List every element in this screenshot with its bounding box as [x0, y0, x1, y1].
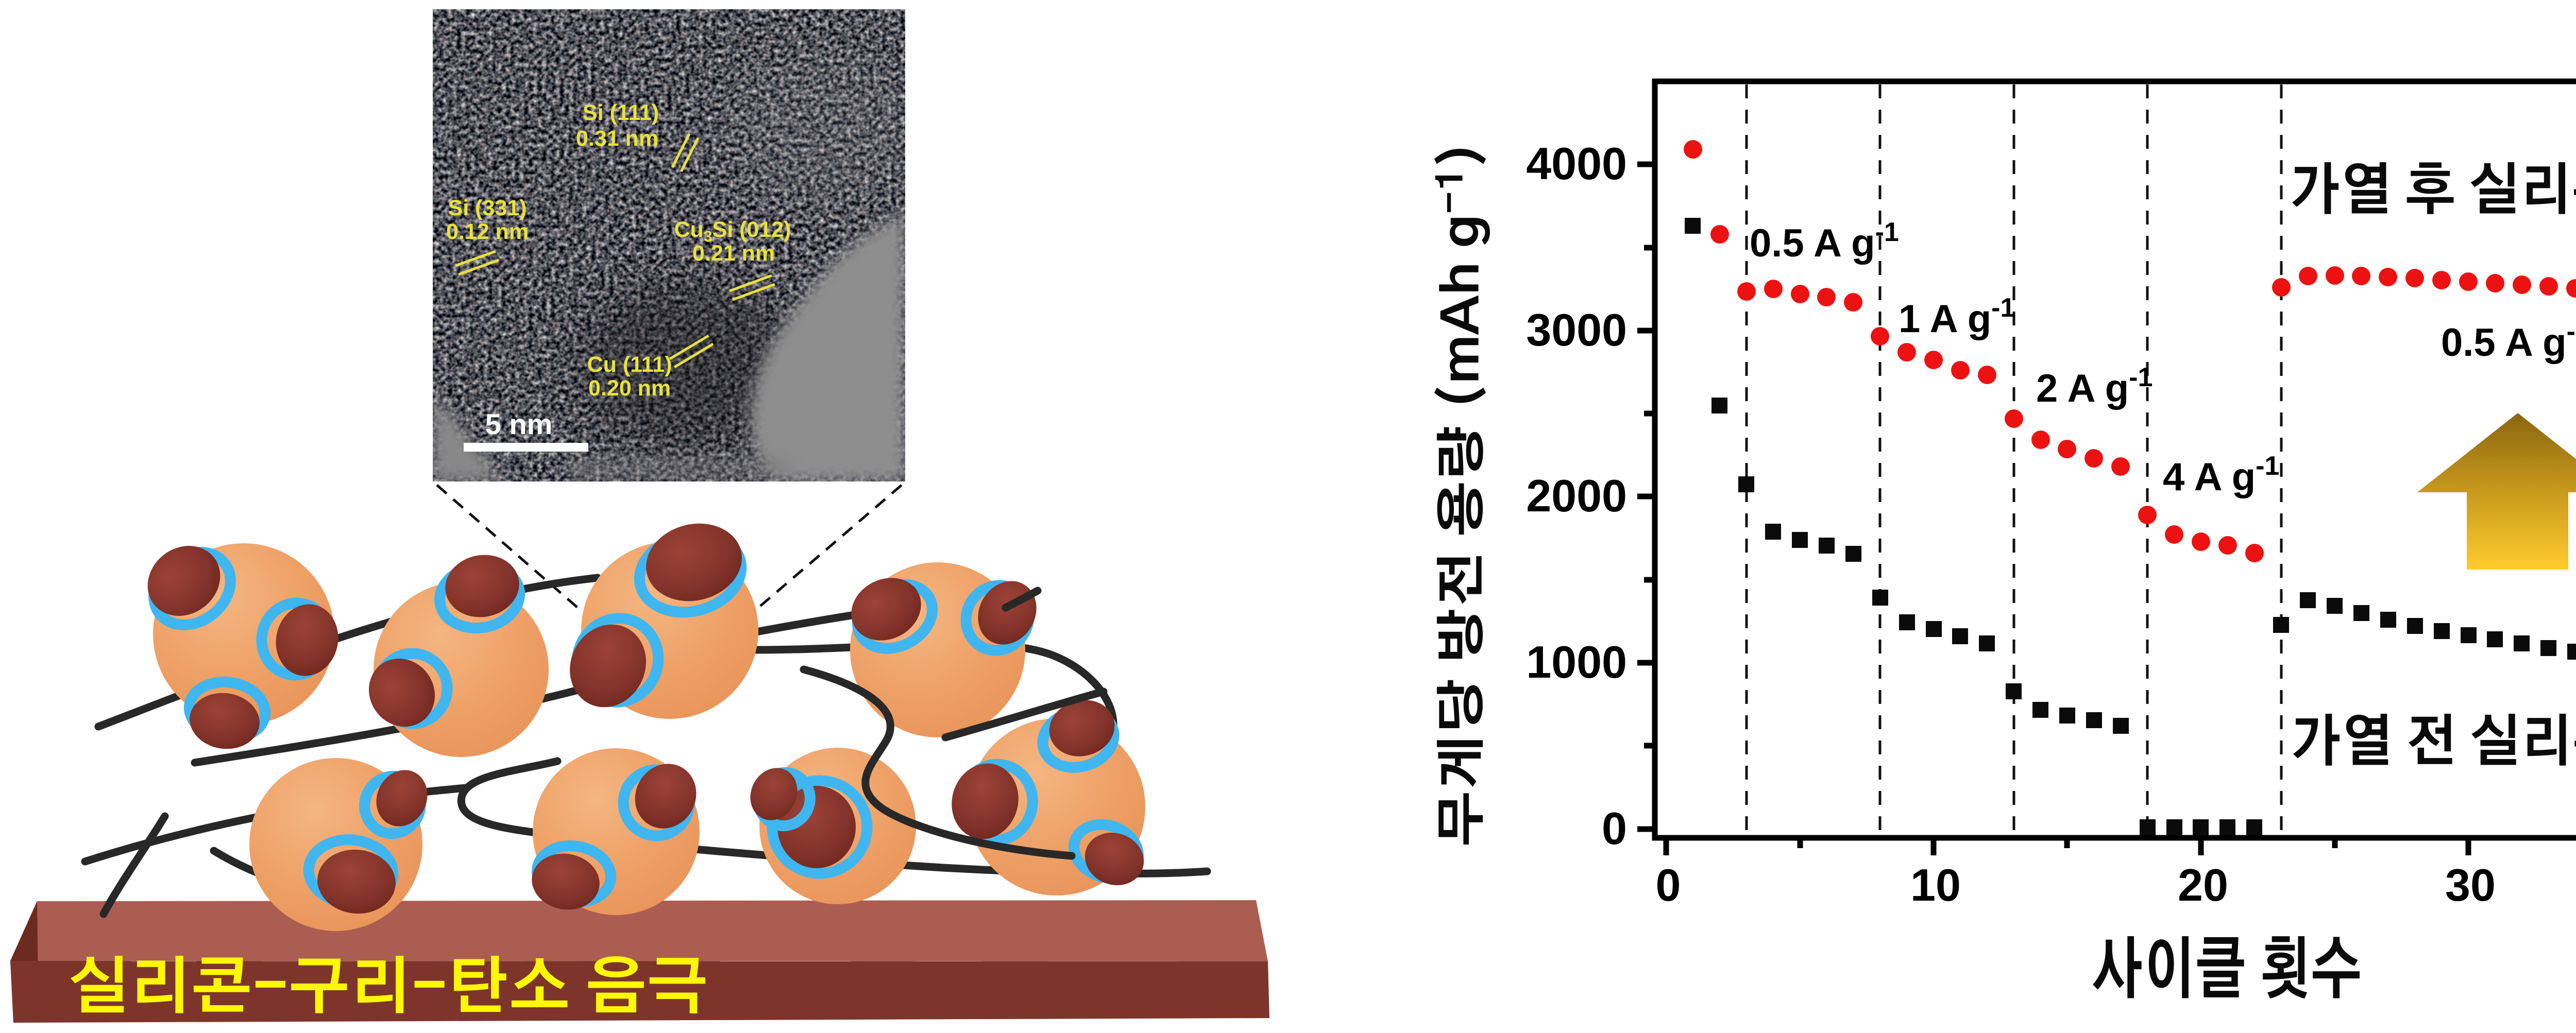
svg-text:2 A g-1: 2 A g-1 — [2036, 363, 2153, 410]
svg-text:5 nm: 5 nm — [485, 408, 553, 440]
svg-text:0.12 nm: 0.12 nm — [446, 219, 529, 244]
svg-text:Si (331): Si (331) — [448, 196, 527, 220]
svg-text:Si (111): Si (111) — [583, 100, 659, 125]
svg-text:1 A g-1: 1 A g-1 — [1899, 293, 2015, 341]
svg-text:0.31 nm: 0.31 nm — [576, 126, 658, 151]
svg-text:4 A g-1: 4 A g-1 — [2163, 451, 2279, 499]
svg-text:1000: 1000 — [1526, 636, 1627, 687]
svg-text:20: 20 — [2178, 859, 2228, 910]
svg-text:0.20 nm: 0.20 nm — [588, 376, 671, 401]
svg-text:3000: 3000 — [1526, 304, 1627, 355]
svg-text:Cu (111): Cu (111) — [587, 352, 672, 377]
svg-text:10: 10 — [1910, 859, 1961, 910]
svg-text:2000: 2000 — [1526, 470, 1627, 521]
svg-text:0.5 A g-1: 0.5 A g-1 — [2441, 317, 2576, 365]
svg-text:0.5 A g-1: 0.5 A g-1 — [1750, 217, 1899, 265]
svg-text:4000: 4000 — [1526, 138, 1627, 189]
svg-text:0: 0 — [1656, 859, 1681, 910]
svg-text:Cu3Si (012): Cu3Si (012) — [674, 217, 791, 245]
svg-text:0: 0 — [1602, 803, 1627, 854]
svg-text:0.21 nm: 0.21 nm — [692, 241, 775, 266]
svg-text:30: 30 — [2445, 859, 2496, 910]
